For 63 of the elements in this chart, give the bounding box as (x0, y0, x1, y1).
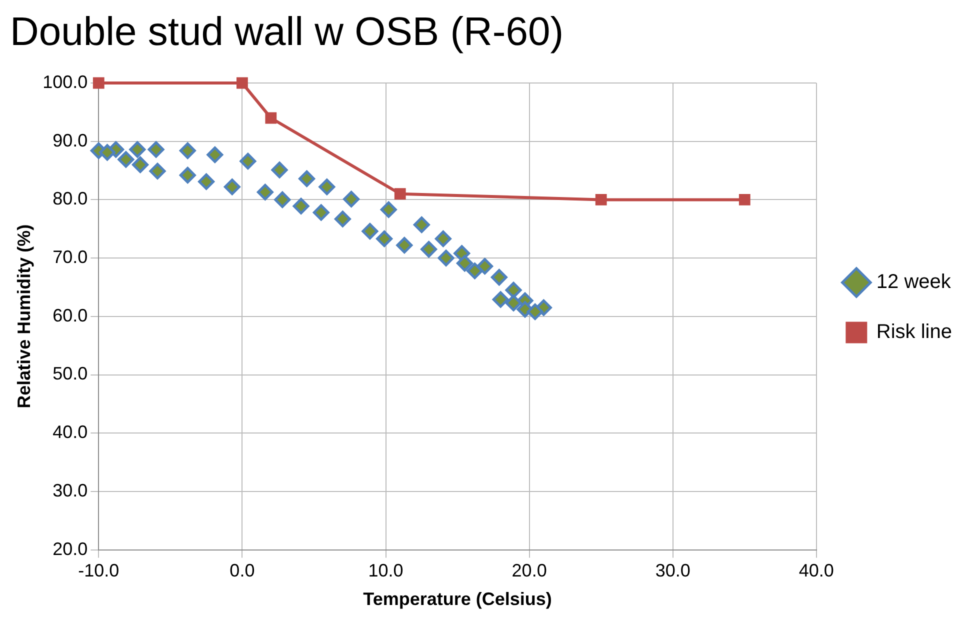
point (318, 178, 336, 196)
y-tick-label: 30.0 (52, 480, 88, 500)
point (312, 204, 330, 221)
point (256, 184, 274, 200)
point (298, 170, 316, 187)
point (240, 152, 256, 170)
point (466, 262, 484, 280)
point (179, 166, 196, 184)
point (476, 258, 494, 274)
point (413, 216, 430, 234)
x-tick-label: 20.0 (512, 560, 547, 581)
point (526, 303, 544, 320)
y-tick-label: 60.0 (52, 305, 88, 326)
legend-label: 12 week (876, 271, 952, 294)
x-tick-label: -10.0 (78, 560, 120, 581)
point (380, 201, 397, 218)
point (99, 144, 116, 161)
point (132, 156, 149, 173)
x-axis-title: Temperature (Celsius) (363, 589, 552, 610)
point (129, 141, 146, 158)
point (292, 198, 310, 214)
y-tick-label: 40.0 (52, 422, 88, 442)
point (334, 210, 351, 228)
point (394, 188, 406, 200)
point (343, 190, 360, 208)
chart-title: Double stud wall w OSB (R-60) (10, 10, 564, 54)
point (148, 141, 164, 158)
x-tick-label: 40.0 (798, 560, 834, 581)
point (198, 173, 215, 190)
point (179, 142, 196, 159)
legend-label: Risk line (876, 321, 952, 344)
point (92, 77, 104, 89)
point (505, 282, 522, 298)
point (362, 222, 378, 240)
y-tick-label: 20.0 (52, 538, 88, 559)
point (206, 146, 224, 164)
point (236, 77, 248, 89)
point (595, 194, 607, 206)
point (456, 255, 473, 272)
y-tick-label: 90.0 (52, 130, 88, 150)
point (274, 191, 291, 208)
point (490, 269, 508, 286)
y-tick-label: 50.0 (52, 364, 88, 384)
point (738, 194, 750, 206)
point (438, 250, 454, 266)
point (420, 241, 438, 258)
y-axis-title: Relative Humidity (%) (14, 224, 34, 408)
point (492, 291, 509, 308)
x-tick-label: 10.0 (368, 560, 404, 581)
x-tick-label: 0.0 (230, 560, 255, 581)
y-tick-label: 70.0 (52, 247, 88, 268)
point (505, 294, 522, 312)
y-tick-label: 100.0 (42, 72, 88, 92)
x-tick-label: 30.0 (655, 560, 690, 581)
point (376, 230, 393, 248)
point (265, 112, 277, 124)
point (149, 162, 166, 180)
point (396, 236, 413, 254)
point (271, 162, 288, 178)
point (224, 178, 240, 196)
point (434, 230, 452, 248)
y-tick-label: 80.0 (52, 188, 88, 209)
point (118, 151, 134, 168)
